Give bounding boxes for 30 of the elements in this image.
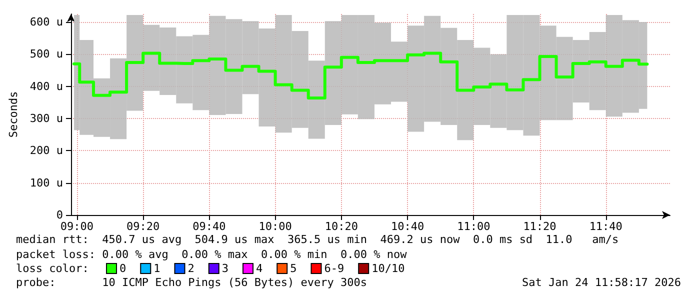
x-tick-label: 11:00 [457,220,490,233]
x-tick-label: 11:40 [589,220,622,233]
legend-label: 3 [222,262,228,275]
y-tick-label: 200 u [30,144,64,158]
x-tick-label: 10:20 [324,220,358,233]
y-tick-label: 300 u [30,112,64,126]
x-tick-label: 09:00 [60,220,94,233]
y-tick-label: 100 u [30,176,64,190]
legend-label: 0 [120,262,126,275]
legend-title: loss color: [16,262,89,275]
legend-label: 6-9 [324,262,344,275]
y-tick-label: 0 [56,208,64,222]
y-axis-title: Seconds [7,91,20,138]
legend-label: 4 [256,262,263,275]
x-tick-label: 11:20 [523,220,556,233]
x-tick-label: 10:00 [258,220,292,233]
y-tick-label: 400 u [30,80,64,93]
text: median rtt: 450.7 us avg 504.9 us max 365.5 us min 469.2 us now 0.0 ms sd 11.0 am/s [16,233,619,246]
x-tick-label: 09:40 [192,220,226,233]
legend-label: 10/10 [372,262,405,275]
x-tick-label: 10:40 [390,220,424,233]
y-tick-label: 600 u [30,16,64,29]
x-tick-label: 09:20 [126,220,160,233]
legend-label: 5 [290,262,297,275]
text: Sat Jan 24 11:58:17 2026 [522,276,682,289]
legend-label: 2 [188,262,194,275]
text: packet loss: 0.00 % avg 0.00 % max 0.00 % min 0.00 % now [16,248,408,261]
y-tick-label: 500 u [30,48,64,61]
text: probe: 10 ICMP Echo Pings (56 Bytes) every 300s [16,276,367,289]
legend-label: 1 [154,262,160,275]
